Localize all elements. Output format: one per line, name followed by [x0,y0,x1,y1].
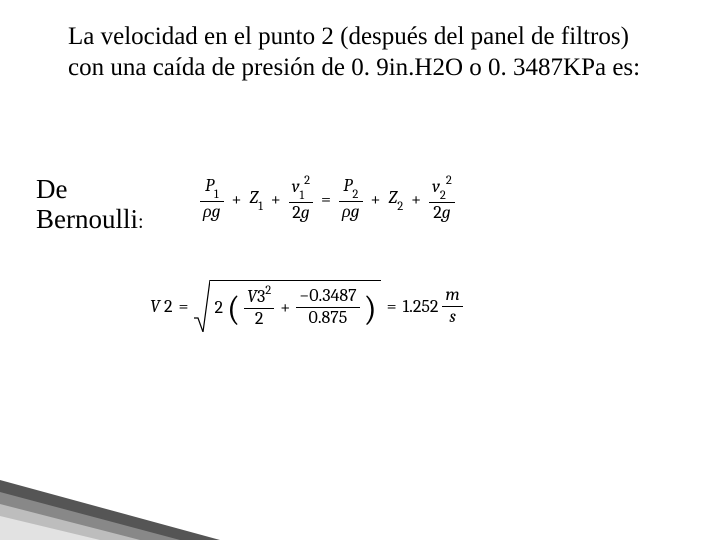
sub2: 2 [352,188,358,202]
rho: ρ [342,201,351,222]
plus: + [230,189,244,210]
g: g [301,202,310,223]
two: 2 [164,296,173,317]
two: 2 [433,202,442,223]
term-z1: Z1 [250,187,263,212]
term-v1sq-over-2g: v12 2g [289,176,313,223]
lparen-icon: ( [227,296,240,323]
z: Z [250,187,259,208]
z: Z [389,187,398,208]
numerator: −0.3487 [296,287,359,306]
equals: = [385,296,399,317]
rho: ρ [203,201,212,222]
term-v2sq-over-2g: v22 2g [429,176,455,223]
unit-m: m [442,286,462,305]
bernoulli-equation: P1 ρg + Z1 + v12 2g = P2 ρg + Z2 + v22 2… [200,176,455,223]
plus: + [369,189,383,210]
intro-paragraph: La velocidad en el punto 2 (después del … [68,22,648,83]
two: 2 [214,297,223,318]
v2-equation: V2 = 2 ( V32 2 + −0.3487 0.8 [150,280,463,332]
plus: + [409,189,423,210]
unit-m-over-s: m s [442,286,462,327]
rparen-icon: ) [364,296,377,323]
sub2: 2 [397,200,403,214]
term-v3sq-over-2: V32 2 [244,286,274,329]
term-dp-over-rho: −0.3487 0.875 [296,287,359,328]
sub1: 1 [300,189,305,203]
g: g [212,201,221,222]
p: P [343,175,352,196]
label-line2: Bernoulli [36,204,138,234]
label-colon: : [138,211,144,233]
sup2: 2 [304,174,310,188]
corner-decoration [0,420,220,540]
two: 2 [252,310,267,329]
radical-icon [194,280,210,332]
result-value: 1.252 [403,296,439,317]
label-line1: De [36,174,67,204]
denominator: 0.875 [306,309,351,328]
v: v [432,176,440,197]
sqrt: 2 ( V32 2 + −0.3487 0.875 ) [194,280,380,332]
sup2: 2 [265,284,271,298]
sub2: 2 [440,189,446,203]
bernoulli-label: De Bernoulli: [36,175,144,234]
p: P [205,175,214,196]
term-z2: Z2 [389,187,404,212]
unit-s: s [446,308,459,327]
plus: + [269,189,283,210]
v: v [292,176,300,197]
slide: { "text": { "paragraph": "La velocidad e… [0,0,720,540]
plus: + [278,297,292,318]
sup2: 2 [446,174,452,188]
g: g [442,202,451,223]
equals: = [319,189,333,210]
sub1: 1 [258,200,263,214]
equals: = [176,296,190,317]
term-p2-over-rhog: P2 ρg [339,177,363,222]
v: V [150,296,160,317]
g: g [351,201,360,222]
term-p1-over-rhog: P1 ρg [200,177,224,222]
two: 2 [292,202,301,223]
sub1: 1 [214,188,219,202]
v: V [247,286,257,307]
